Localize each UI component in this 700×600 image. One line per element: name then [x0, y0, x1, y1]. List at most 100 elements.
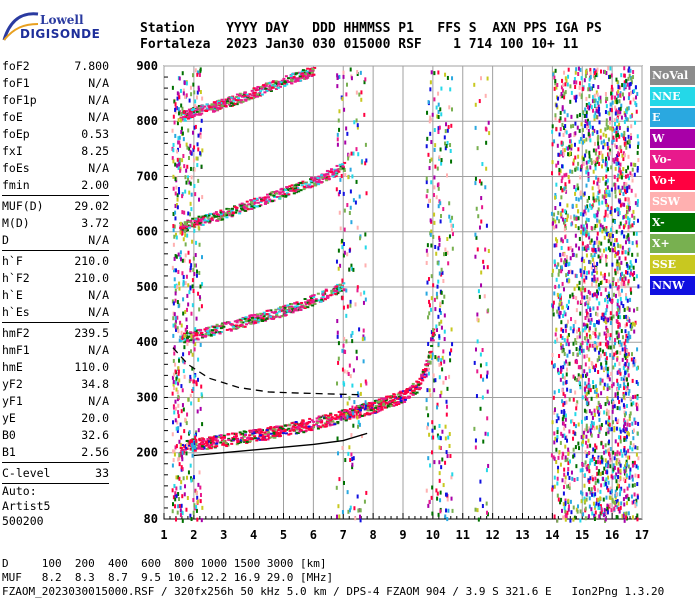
echo-point [575, 274, 578, 279]
echo-point [554, 262, 557, 267]
echo-point [348, 363, 351, 368]
echo-point [280, 83, 284, 86]
echo-point [598, 350, 601, 355]
echo-point [266, 438, 270, 441]
echo-point [598, 282, 601, 287]
echo-point [594, 384, 597, 389]
echo-point [173, 386, 176, 391]
echo-point [583, 496, 586, 501]
echo-point [182, 227, 186, 230]
echo-point [313, 179, 317, 182]
echo-point [474, 176, 477, 181]
echo-point [191, 73, 194, 78]
echo-point [438, 155, 441, 160]
echo-point [234, 435, 238, 438]
echo-point [217, 100, 221, 103]
echo-point [370, 401, 374, 404]
echo-point [605, 420, 608, 425]
echo-point [427, 354, 430, 359]
echo-point [440, 319, 443, 324]
echo-point [606, 178, 609, 183]
echo-point [192, 267, 195, 272]
echo-point [183, 446, 187, 449]
echo-point [370, 403, 374, 406]
echo-point [349, 412, 353, 415]
echo-point [258, 428, 262, 431]
echo-point [600, 365, 603, 370]
echo-point [593, 516, 596, 521]
echo-point [190, 207, 193, 212]
echo-point [429, 393, 432, 398]
echo-point [207, 334, 211, 337]
echo-point [554, 332, 557, 337]
echo-point [382, 398, 386, 401]
echo-point [596, 488, 599, 493]
echo-point [267, 309, 271, 312]
echo-point [238, 92, 242, 95]
echo-point [348, 248, 351, 253]
echo-point [355, 407, 359, 410]
echo-point [253, 317, 257, 320]
echo-point [196, 108, 200, 111]
echo-point [602, 139, 605, 144]
echo-point [425, 194, 428, 199]
x-tick-label: 16 [605, 528, 619, 542]
echo-point [175, 426, 178, 431]
echo-point [446, 517, 449, 522]
echo-point [196, 409, 199, 414]
echo-point [599, 271, 602, 276]
echo-point [427, 367, 430, 372]
echo-point [194, 488, 197, 493]
echo-point [439, 498, 442, 503]
echo-point [192, 339, 195, 344]
echo-point [342, 191, 345, 196]
echo-point [603, 70, 606, 75]
echo-point [325, 416, 329, 419]
echo-point [171, 375, 174, 380]
echo-point [577, 161, 580, 166]
echo-point [585, 211, 588, 216]
echo-point [554, 219, 557, 224]
echo-point [556, 143, 559, 148]
logo-mark-icon [2, 12, 39, 41]
echo-point [187, 470, 190, 475]
echo-point [583, 387, 586, 392]
echo-point [446, 386, 449, 391]
echo-point [589, 443, 592, 448]
echo-point [584, 516, 587, 521]
echo-point [285, 192, 289, 195]
echo-point [585, 384, 588, 389]
echo-point [563, 70, 566, 75]
echo-point [596, 92, 599, 97]
echo-point [180, 467, 183, 472]
echo-point [603, 276, 606, 281]
echo-point [485, 223, 488, 228]
echo-point [174, 369, 177, 374]
echo-point [559, 377, 562, 382]
echo-point [182, 137, 185, 142]
echo-point [178, 157, 181, 162]
echo-point [185, 221, 188, 226]
echo-point [331, 173, 335, 176]
echo-point [562, 287, 565, 292]
param-row: h`Es N/A [2, 304, 109, 321]
echo-point [477, 214, 480, 219]
echo-point [432, 193, 435, 198]
echo-point [311, 68, 315, 71]
echo-point [299, 181, 303, 184]
param-value: N/A [88, 76, 109, 90]
echo-point [198, 439, 202, 442]
echo-point [487, 249, 490, 254]
echo-point [435, 291, 438, 296]
echo-point [343, 336, 346, 341]
echo-point [437, 279, 440, 284]
echo-point [559, 127, 562, 132]
x-tick-label: 2 [190, 528, 197, 542]
param-row: foF1 N/A [2, 75, 109, 92]
echo-point [558, 450, 561, 455]
echo-point [278, 316, 282, 319]
echo-point [313, 302, 317, 305]
echo-point [569, 256, 572, 261]
echo-point [284, 189, 288, 192]
echo-point [567, 305, 570, 310]
